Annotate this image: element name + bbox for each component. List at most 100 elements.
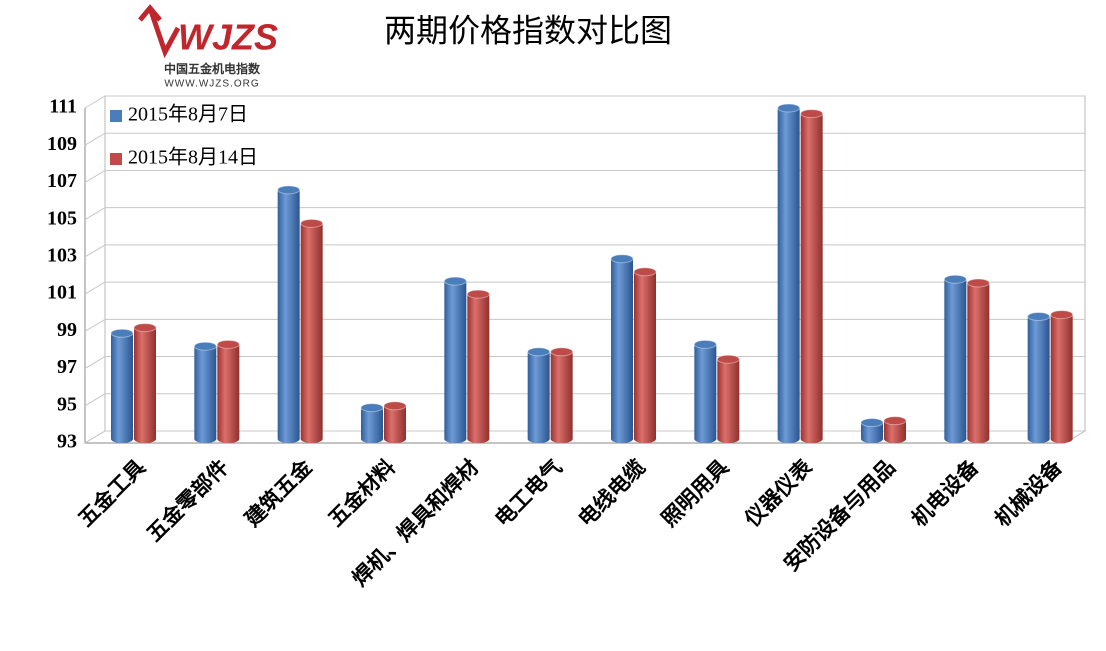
chart-title: 两期价格指数对比图 [384,12,672,48]
grid-line [84,356,1085,369]
bar-body [717,359,740,443]
bar-top [300,218,324,228]
bar [216,339,240,443]
bar-body [361,407,383,443]
bar [360,403,384,443]
x-tick-label: 五金工具 [74,455,150,531]
bar-top [383,401,407,411]
x-tick-label: 建筑五金 [240,454,317,531]
bar-top [800,109,824,119]
bar [883,416,907,443]
x-tick-label: 五金材料 [324,455,400,531]
legend-swatch [110,153,122,165]
bar-top [1027,311,1051,321]
bar-top [110,328,134,338]
grid-line [84,281,1085,295]
bar [633,267,657,443]
bar-top [277,185,301,195]
bar-body [967,282,990,443]
bar-top [550,347,574,357]
bar-body [527,351,550,443]
bar-body [550,351,573,443]
bar-top [777,103,801,113]
bar [277,185,301,443]
x-tick-label: 电线电缆 [574,455,650,531]
bar-top [133,323,157,333]
bar [133,323,157,443]
bar-body [944,279,967,443]
bar-body [1050,314,1073,443]
bar-top [1050,310,1074,320]
grid-line [84,393,1085,407]
logo-url: WWW.WJZS.ORG [164,79,259,90]
bar-top [360,403,384,413]
legend-swatch [110,110,122,122]
x-tick-label: 五金零部件 [142,455,233,546]
bar [693,339,717,443]
bar [193,341,217,443]
bar-body [277,189,300,443]
bar-top [633,267,657,277]
bar [550,347,574,443]
bar-body [300,223,323,443]
legend-label: 2015年8月7日 [128,103,248,126]
bar-body [444,281,467,443]
bar [443,276,467,443]
y-tick-label: 93 [57,431,77,453]
y-tick-label: 95 [57,393,77,415]
y-tick-label: 101 [47,282,77,304]
bar [1027,311,1051,443]
bar-top [966,278,990,288]
bar-top [716,354,740,364]
grid-line [84,430,1085,444]
grid-line [84,132,1085,146]
bar-body [800,113,823,443]
bar-top [466,289,490,299]
bar [777,103,801,443]
bar-body [611,258,633,443]
x-tick-label: 电工电气 [490,455,566,531]
grid-line [84,169,1085,183]
bar-body [194,346,217,443]
bar [300,218,324,443]
bar-top [860,418,884,428]
bar-top [610,254,634,264]
bar [860,418,884,443]
bar [466,289,490,443]
bar [716,354,740,443]
logo-arrow [138,4,181,59]
bar-body [634,271,656,443]
bar-body [134,327,156,443]
bar-body [777,108,800,443]
bar-body [111,333,133,443]
bar-top [193,341,217,351]
bar [110,328,134,443]
bar-body [884,420,906,443]
grid-line [84,207,1085,221]
grid-line [84,244,1085,258]
bar-top [443,276,467,286]
logo-name: WJZS [178,17,278,58]
x-tick-label: 机械设备 [990,454,1067,531]
bar-top [943,274,967,284]
bar-body [1027,316,1050,443]
legend-label: 2015年8月14日 [128,146,258,169]
bar-top [693,339,717,349]
grid-line [84,95,1085,109]
y-tick-label: 97 [57,356,77,378]
bar [383,401,407,443]
legend: 2015年8月7日 2015年8月14日 [110,103,258,169]
x-tick-label: 机电设备 [907,454,984,531]
y-tick-label: 107 [47,170,77,192]
logo: WJZS 中国五金机电指数 WWW.WJZS.ORG [138,4,278,90]
bar [610,254,634,443]
y-tick-label: 109 [47,133,77,155]
bar-body [694,344,717,443]
bar [1050,310,1074,443]
bar-body [861,422,883,443]
y-tick-label: 103 [47,244,77,266]
bar [943,274,967,443]
logo-subtitle: 中国五金机电指数 [164,61,261,76]
y-tick-label: 105 [47,207,77,229]
